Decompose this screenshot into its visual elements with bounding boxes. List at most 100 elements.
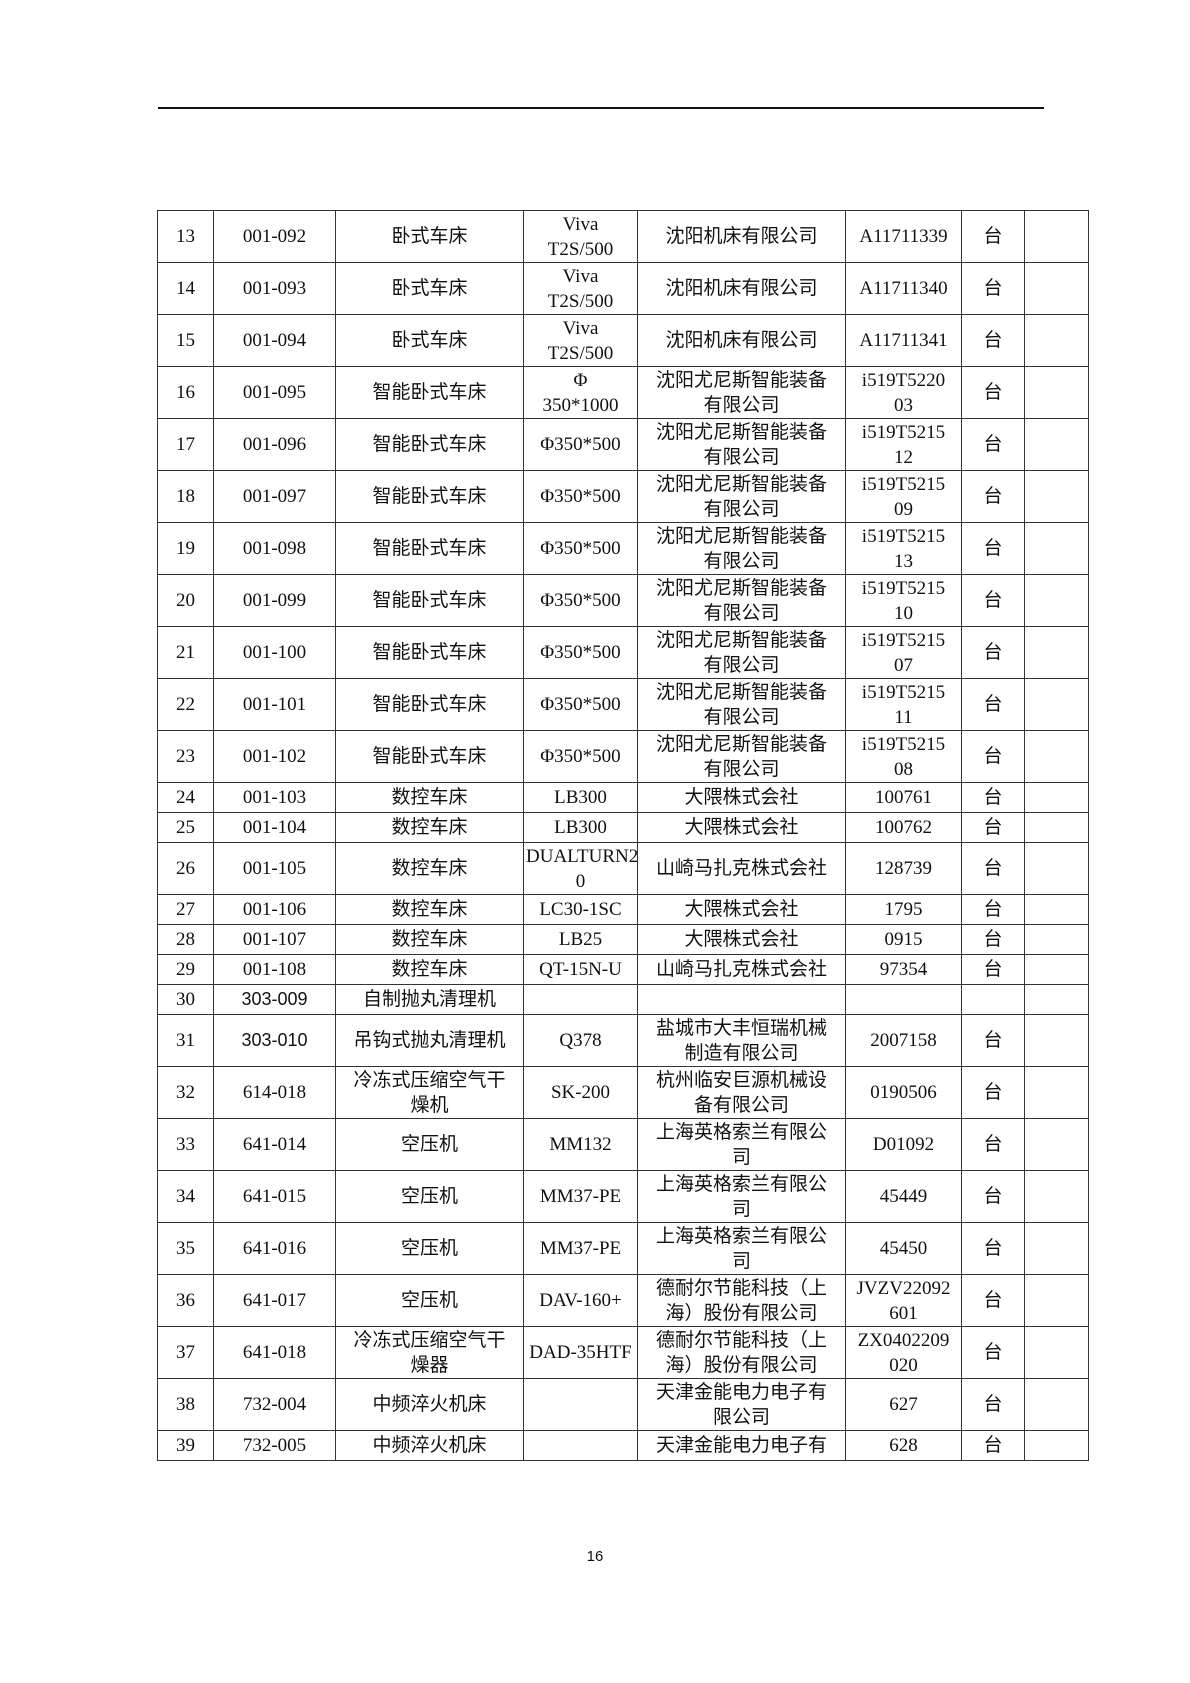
cell-note [1024, 314, 1089, 367]
cell-name: 中频淬火机床 [335, 1430, 524, 1461]
cell-model: Φ350*500 [523, 470, 638, 523]
cell-name: 智能卧式车床 [335, 626, 524, 679]
cell-maker: 大隈株式会社 [637, 894, 846, 925]
table-row: 13 001-092 卧式车床 Viva T2S/500 沈阳机床有限公司 A117113… [157, 210, 1089, 263]
table-row: 37 641-018 冷冻式压缩空气干 燥器 DAD-35HTF 德耐尔节能科技（上 海… [157, 1326, 1089, 1379]
cell-code: 641-016 [213, 1222, 336, 1275]
cell-model: Φ 350*1000 [523, 366, 638, 419]
cell-no: 14 [157, 262, 214, 315]
cell-maker: 上海英格索兰有限公 司 [637, 1118, 846, 1171]
cell-maker: 沈阳尤尼斯智能装备 有限公司 [637, 522, 846, 575]
cell-code: 001-098 [213, 522, 336, 575]
cell-maker: 天津金能电力电子有 [637, 1430, 846, 1461]
cell-model: Viva T2S/500 [523, 210, 638, 263]
table-row: 28 001-107 数控车床 LB25 大隈株式会社 0915 台 [157, 924, 1089, 955]
cell-no: 38 [157, 1378, 214, 1431]
table-row: 16 001-095 智能卧式车床 Φ 350*1000 沈阳尤尼斯智能装备 有限公司 i… [157, 366, 1089, 419]
cell-maker: 上海英格索兰有限公 司 [637, 1170, 846, 1223]
cell-code: 001-105 [213, 842, 336, 895]
cell-serial: 128739 [845, 842, 962, 895]
cell-unit: 台 [961, 418, 1025, 471]
cell-code: 001-102 [213, 730, 336, 783]
table-row: 39 732-005 中频淬火机床 天津金能电力电子有 628 台 [157, 1430, 1089, 1461]
cell-model: DAD-35HTF [523, 1326, 638, 1379]
cell-code: 732-005 [213, 1430, 336, 1461]
table-row: 20 001-099 智能卧式车床 Φ350*500 沈阳尤尼斯智能装备 有限公司 i51… [157, 574, 1089, 627]
table-row: 31 303-010 吊钩式抛丸清理机 Q378 盐城市大丰恒瑞机械 制造有限公司 200… [157, 1014, 1089, 1067]
cell-name: 空压机 [335, 1274, 524, 1327]
cell-serial: 45449 [845, 1170, 962, 1223]
cell-maker: 沈阳尤尼斯智能装备 有限公司 [637, 418, 846, 471]
cell-no: 30 [157, 984, 214, 1015]
cell-note [1024, 574, 1089, 627]
cell-unit: 台 [961, 1274, 1025, 1327]
cell-unit: 台 [961, 842, 1025, 895]
cell-unit: 台 [961, 522, 1025, 575]
cell-maker: 德耐尔节能科技（上 海）股份有限公司 [637, 1274, 846, 1327]
cell-model: DAV-160+ [523, 1274, 638, 1327]
cell-note [1024, 418, 1089, 471]
cell-code: 641-018 [213, 1326, 336, 1379]
table-row: 14 001-093 卧式车床 Viva T2S/500 沈阳机床有限公司 A117113… [157, 262, 1089, 315]
cell-code: 001-106 [213, 894, 336, 925]
cell-maker: 沈阳尤尼斯智能装备 有限公司 [637, 470, 846, 523]
table-row: 27 001-106 数控车床 LC30-1SC 大隈株式会社 1795 台 [157, 894, 1089, 925]
cell-code: 614-018 [213, 1066, 336, 1119]
cell-code: 001-108 [213, 954, 336, 985]
cell-no: 35 [157, 1222, 214, 1275]
cell-note [1024, 1118, 1089, 1171]
cell-no: 13 [157, 210, 214, 263]
cell-unit: 台 [961, 366, 1025, 419]
cell-code: 732-004 [213, 1378, 336, 1431]
cell-no: 17 [157, 418, 214, 471]
table-row: 36 641-017 空压机 DAV-160+ 德耐尔节能科技（上 海）股份有限公司 JV… [157, 1274, 1089, 1327]
cell-serial [845, 984, 962, 1015]
cell-model: LB300 [523, 812, 638, 843]
cell-maker: 天津金能电力电子有 限公司 [637, 1378, 846, 1431]
cell-name: 数控车床 [335, 954, 524, 985]
cell-note [1024, 924, 1089, 955]
cell-maker: 大隈株式会社 [637, 924, 846, 955]
cell-no: 39 [157, 1430, 214, 1461]
cell-serial: A11711340 [845, 262, 962, 315]
cell-name: 冷冻式压缩空气干 燥器 [335, 1326, 524, 1379]
cell-note [1024, 262, 1089, 315]
cell-model: Φ350*500 [523, 574, 638, 627]
cell-model: DUALTURN2 0 [523, 842, 638, 895]
cell-maker: 大隈株式会社 [637, 782, 846, 813]
cell-unit: 台 [961, 262, 1025, 315]
cell-note [1024, 954, 1089, 985]
cell-serial: i519T5215 09 [845, 470, 962, 523]
cell-no: 29 [157, 954, 214, 985]
cell-note [1024, 894, 1089, 925]
cell-note [1024, 842, 1089, 895]
cell-no: 31 [157, 1014, 214, 1067]
cell-unit: 台 [961, 1014, 1025, 1067]
cell-no: 28 [157, 924, 214, 955]
cell-serial: 97354 [845, 954, 962, 985]
cell-serial: i519T5215 12 [845, 418, 962, 471]
cell-code: 641-017 [213, 1274, 336, 1327]
cell-name: 卧式车床 [335, 262, 524, 315]
cell-model [523, 1378, 638, 1431]
cell-maker: 沈阳机床有限公司 [637, 314, 846, 367]
cell-no: 20 [157, 574, 214, 627]
cell-note [1024, 1378, 1089, 1431]
cell-no: 33 [157, 1118, 214, 1171]
cell-model: Viva T2S/500 [523, 314, 638, 367]
page-number: 16 [586, 1548, 604, 1565]
cell-code: 001-099 [213, 574, 336, 627]
cell-maker: 沈阳尤尼斯智能装备 有限公司 [637, 678, 846, 731]
cell-unit: 台 [961, 812, 1025, 843]
cell-model: MM37-PE [523, 1170, 638, 1223]
table-row: 30 303-009 自制抛丸清理机 [157, 984, 1089, 1015]
cell-name: 空压机 [335, 1170, 524, 1223]
cell-name: 智能卧式车床 [335, 730, 524, 783]
cell-maker: 沈阳机床有限公司 [637, 210, 846, 263]
cell-note [1024, 812, 1089, 843]
cell-serial: 0915 [845, 924, 962, 955]
cell-serial: 100761 [845, 782, 962, 813]
cell-code: 001-092 [213, 210, 336, 263]
cell-no: 26 [157, 842, 214, 895]
cell-note [1024, 1170, 1089, 1223]
